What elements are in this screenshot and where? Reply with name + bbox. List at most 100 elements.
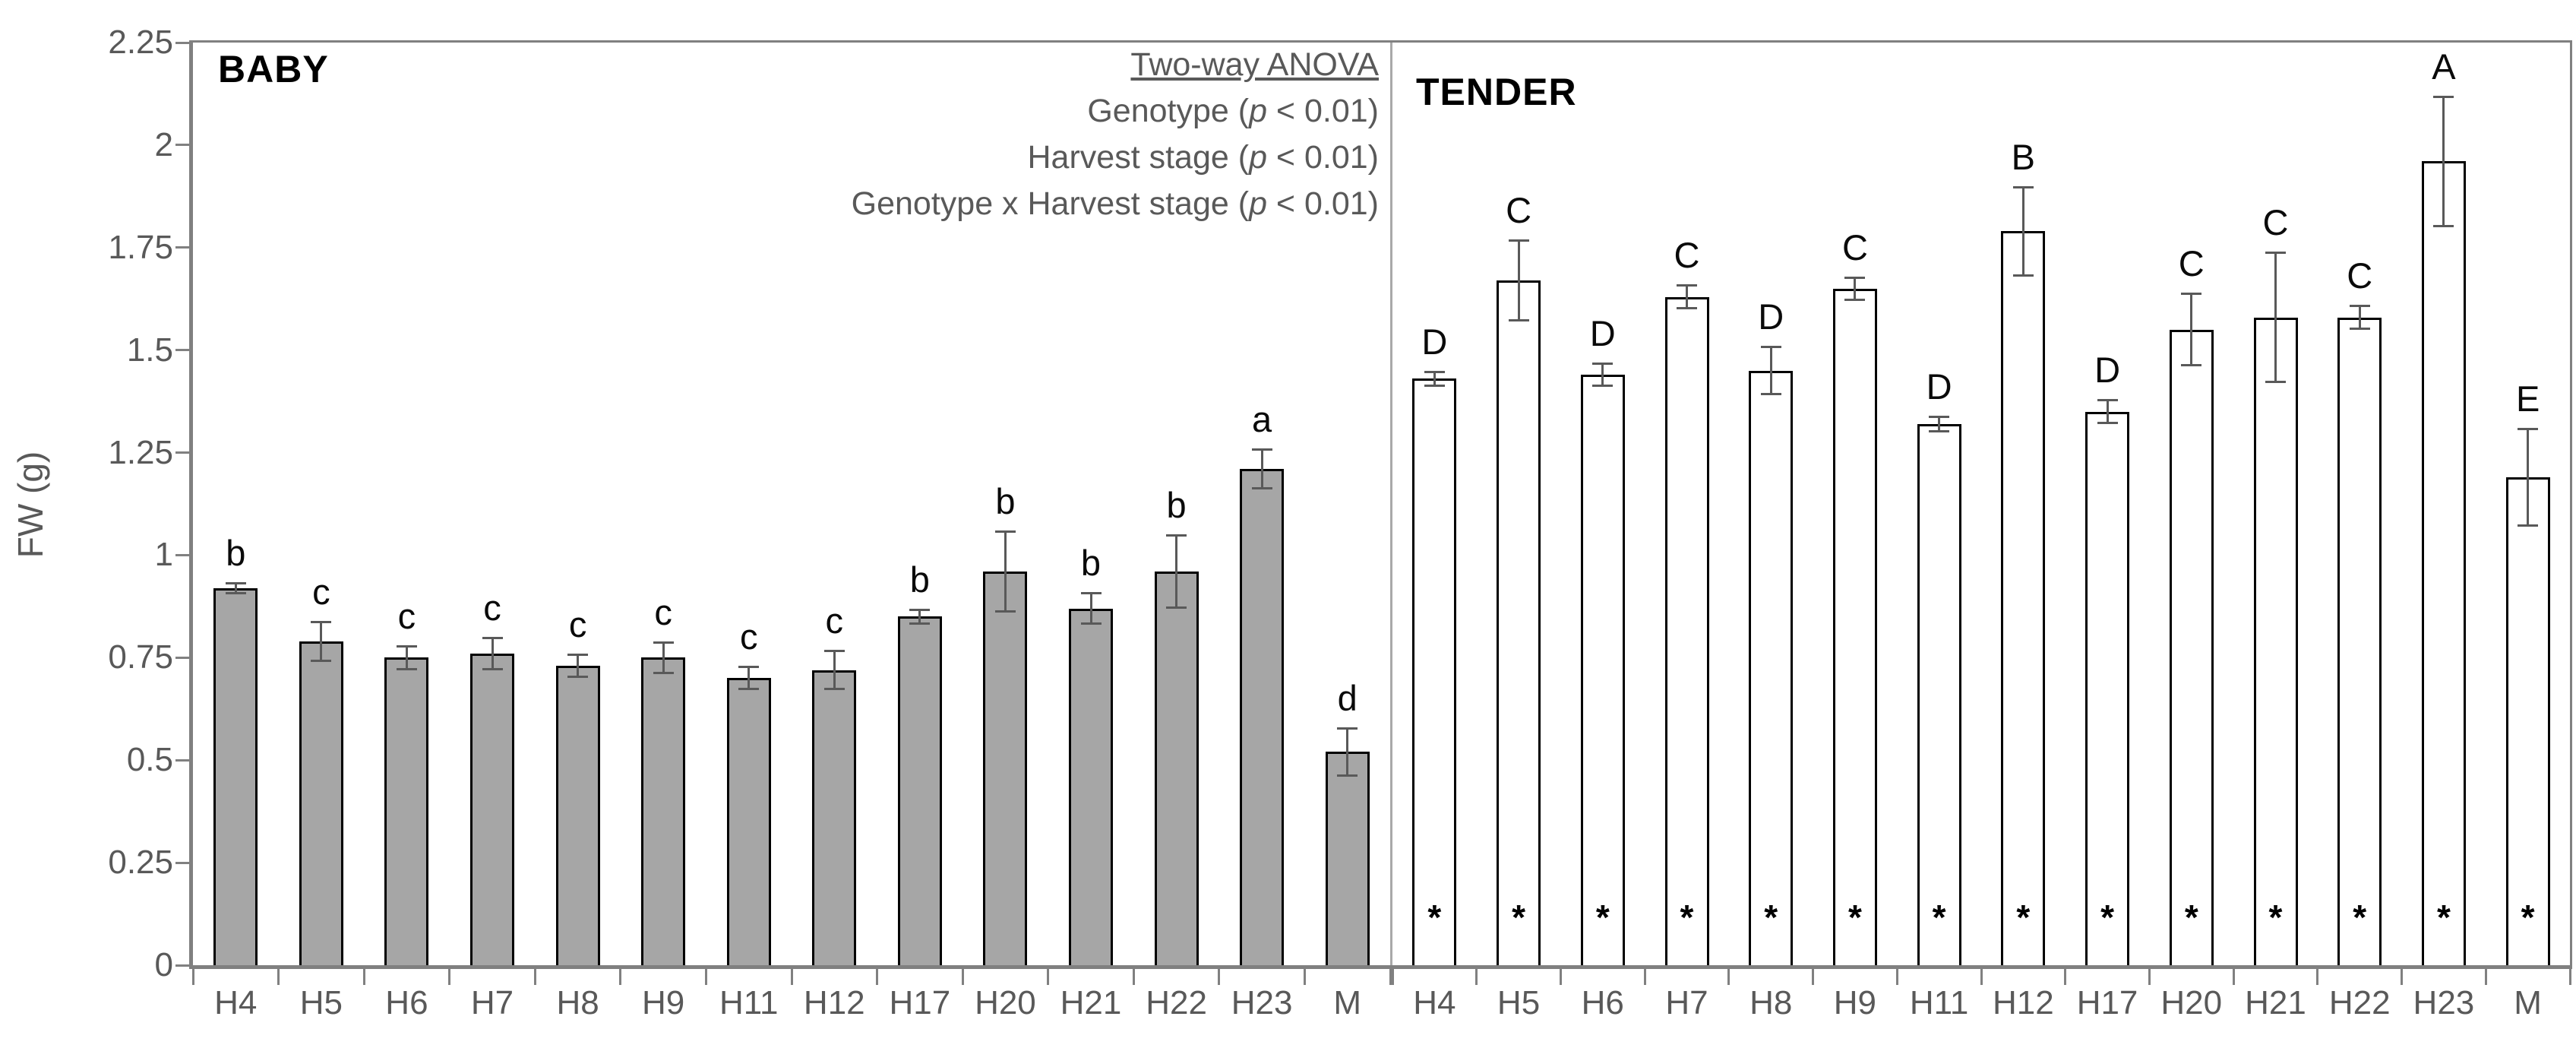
- x-tick-mark: [2568, 965, 2571, 985]
- significance-letter: c: [312, 571, 330, 612]
- asterisk-marker: *: [1764, 898, 1778, 937]
- significance-letter: b: [1166, 485, 1187, 526]
- bar-baby-H6: [384, 657, 429, 965]
- y-tick-mark: [175, 349, 191, 352]
- error-bar-line: [405, 648, 408, 668]
- error-bar-line: [2358, 307, 2361, 328]
- bar-baby-H23: [1240, 469, 1285, 965]
- x-category-label: H12: [803, 984, 865, 1021]
- y-tick-mark: [175, 144, 191, 147]
- x-tick-mark: [1303, 965, 1306, 985]
- x-category-label: H7: [470, 984, 514, 1021]
- bar-baby-H22: [1154, 572, 1199, 965]
- y-tick-mark: [175, 861, 191, 864]
- error-bar-line: [1769, 348, 1772, 393]
- x-category-label: H23: [2413, 984, 2475, 1021]
- x-tick-mark: [2232, 965, 2235, 985]
- asterisk-marker: *: [1932, 898, 1946, 937]
- error-bar: [2181, 293, 2202, 367]
- bar-tender-H22: [2337, 317, 2382, 965]
- error-bar: [1592, 362, 1614, 388]
- error-bar: [2265, 252, 2286, 383]
- y-tick-mark: [175, 964, 191, 967]
- bar-tender-H6: [1580, 375, 1625, 965]
- bar-baby-H7: [470, 653, 514, 965]
- plot-top-border: [189, 40, 2572, 43]
- x-category-label: H9: [1833, 984, 1877, 1021]
- y-tick-label: 1: [154, 536, 173, 574]
- x-category-label: H6: [385, 984, 428, 1021]
- x-tick-mark: [790, 965, 793, 985]
- significance-letter: c: [654, 591, 672, 632]
- asterisk-marker: *: [2100, 898, 2114, 937]
- y-tick-label: 0: [154, 946, 173, 983]
- asterisk-marker: *: [2353, 898, 2367, 937]
- x-category-label: H20: [2160, 984, 2223, 1021]
- error-bar-line: [1686, 287, 1688, 307]
- error-bar: [823, 649, 845, 691]
- x-tick-mark: [619, 965, 622, 985]
- significance-letter: c: [397, 596, 416, 637]
- plot-right-border: [2570, 40, 2572, 969]
- y-tick-mark: [175, 246, 191, 249]
- x-tick-mark: [448, 965, 451, 985]
- error-bar-line: [2274, 254, 2277, 381]
- x-category-label: H5: [299, 984, 343, 1021]
- x-category-label: H11: [719, 984, 779, 1021]
- asterisk-marker: *: [2436, 898, 2451, 937]
- significance-letter: C: [2178, 243, 2205, 284]
- bar-tender-H11: [1917, 423, 1961, 965]
- x-tick-mark: [277, 965, 280, 985]
- error-bar-line: [1854, 278, 1857, 299]
- error-bar-line: [1346, 730, 1349, 774]
- significance-letter: b: [226, 532, 246, 573]
- error-bar-line: [833, 651, 836, 689]
- x-tick-mark: [704, 965, 707, 985]
- error-bar-line: [320, 622, 323, 660]
- bar-baby-M: [1325, 752, 1370, 965]
- significance-letter: D: [1421, 321, 1448, 362]
- significance-letter: E: [2515, 378, 2540, 420]
- significance-letter: C: [1841, 226, 1868, 268]
- y-tick-mark: [175, 553, 191, 556]
- asterisk-marker: *: [1595, 898, 1610, 937]
- panel-title-baby: BABY: [218, 48, 329, 90]
- bar-baby-H21: [1069, 608, 1113, 965]
- x-category-label: H6: [1581, 984, 1624, 1021]
- x-tick-mark: [1132, 965, 1135, 985]
- error-bar: [2518, 428, 2539, 527]
- x-category-label: H8: [1749, 984, 1793, 1021]
- x-category-label: H23: [1231, 984, 1293, 1021]
- error-bar: [225, 581, 246, 594]
- anova-line: Genotype x Harvest stage (p < 0.01): [851, 185, 1379, 222]
- significance-letter: D: [1589, 312, 1616, 353]
- error-bar-line: [918, 610, 921, 623]
- x-tick-mark: [961, 965, 964, 985]
- error-bar-line: [2527, 430, 2530, 524]
- error-bar: [1251, 448, 1272, 490]
- anova-line: Harvest stage (p < 0.01): [1027, 139, 1380, 176]
- anova-line: Genotype (p < 0.01): [1087, 93, 1379, 129]
- x-tick-mark: [1389, 965, 1392, 985]
- error-bar-line: [1175, 537, 1178, 606]
- error-bar-line: [577, 655, 580, 676]
- significance-letter: C: [1506, 189, 1532, 230]
- significance-letter: C: [1674, 235, 1700, 276]
- error-bar: [994, 530, 1016, 613]
- x-tick-mark: [1391, 965, 1394, 985]
- asterisk-marker: *: [2268, 898, 2283, 937]
- x-tick-mark: [2316, 965, 2319, 985]
- x-tick-mark: [362, 965, 365, 985]
- error-bar: [1677, 284, 1697, 309]
- error-bar-line: [748, 668, 751, 689]
- error-bar: [2349, 305, 2370, 330]
- bar-tender-H21: [2253, 317, 2298, 965]
- error-bar: [396, 645, 417, 670]
- x-tick-mark: [191, 965, 194, 985]
- error-bar: [2433, 96, 2454, 227]
- x-tick-mark: [1980, 965, 1983, 985]
- x-category-label: H22: [2328, 984, 2391, 1021]
- x-category-label: H17: [2076, 984, 2138, 1021]
- x-tick-mark: [1475, 965, 1478, 985]
- x-tick-mark: [2401, 965, 2404, 985]
